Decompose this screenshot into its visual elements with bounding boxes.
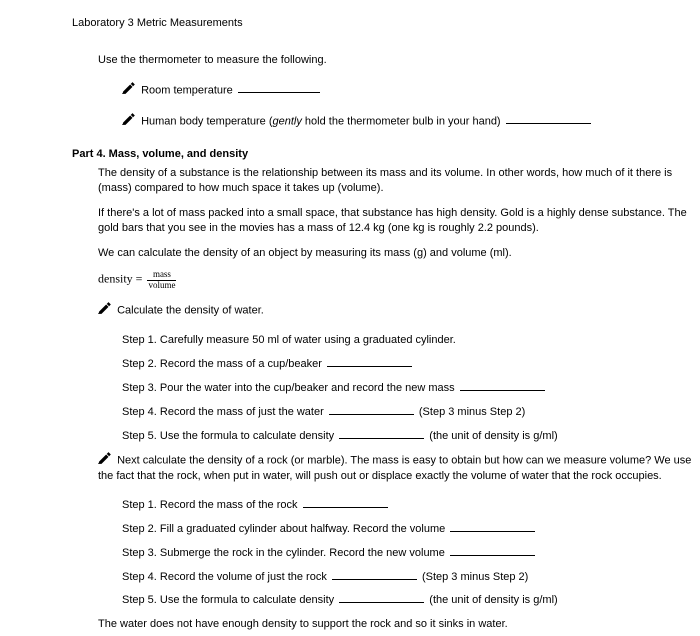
water-step-1: Step 1. Carefully measure 50 ml of water…: [122, 333, 700, 348]
rock-step-4: Step 4. Record the volume of just the ro…: [122, 570, 700, 585]
blank-line: [332, 570, 417, 580]
step-text-post: (Step 3 minus Step 2): [422, 571, 528, 583]
blank-line: [329, 405, 414, 415]
blank-line: [238, 83, 320, 93]
step-text-pre: Step 5. Use the formula to calculate den…: [122, 430, 334, 442]
step-text-pre: Step 5. Use the formula to calculate den…: [122, 594, 334, 606]
step-text-pre: Step 4. Record the volume of just the ro…: [122, 571, 327, 583]
part4-para1: The density of a substance is the relati…: [98, 166, 700, 196]
lab-header: Laboratory 3 Metric Measurements: [72, 16, 700, 31]
step-text-post: (Step 3 minus Step 2): [419, 406, 525, 418]
blank-line: [339, 593, 424, 603]
pen-icon: [122, 82, 136, 99]
blank-line: [339, 429, 424, 439]
body-temp-italic: gently: [273, 115, 302, 127]
step-text: Step 2. Record the mass of a cup/beaker: [122, 358, 322, 370]
blank-line: [450, 546, 535, 556]
rock-step-2: Step 2. Fill a graduated cylinder about …: [122, 522, 700, 537]
body-temp-label-post: hold the thermometer bulb in your hand): [302, 115, 501, 127]
step-text: Step 1. Record the mass of the rock: [122, 499, 297, 511]
rock-step-5: Step 5. Use the formula to calculate den…: [122, 593, 700, 608]
step-text-pre: Step 4. Record the mass of just the wate…: [122, 406, 324, 418]
water-step-3: Step 3. Pour the water into the cup/beak…: [122, 381, 700, 396]
bullet-room-temp: Room temperature: [122, 82, 700, 99]
formula-denominator: volume: [147, 281, 176, 290]
step-text-post: (the unit of density is g/ml): [429, 430, 557, 442]
bullet-calc-water: Calculate the density of water.: [98, 302, 700, 319]
rock-intro-text: Next calculate the density of a rock (or…: [98, 455, 691, 483]
body-temp-label-pre: Human body temperature (: [141, 115, 272, 127]
water-step-2: Step 2. Record the mass of a cup/beaker: [122, 357, 700, 372]
blank-line: [506, 114, 591, 124]
formula-lhs: density =: [98, 272, 142, 286]
calc-water-label: Calculate the density of water.: [117, 305, 264, 317]
step-text-post: (the unit of density is g/ml): [429, 594, 557, 606]
room-temp-label: Room temperature: [141, 84, 233, 96]
pen-icon: [98, 302, 112, 319]
part4-para2: If there's a lot of mass packed into a s…: [98, 206, 700, 236]
density-formula: density = mass volume: [98, 270, 700, 290]
formula-fraction: mass volume: [147, 270, 176, 290]
part4-para3: We can calculate the density of an objec…: [98, 246, 700, 261]
blank-line: [303, 498, 388, 508]
pen-icon: [122, 113, 136, 130]
blank-line: [327, 357, 412, 367]
step-text: Step 2. Fill a graduated cylinder about …: [122, 523, 445, 535]
step-text: Step 3. Pour the water into the cup/beak…: [122, 382, 455, 394]
bullet-body-temp: Human body temperature (gently hold the …: [122, 113, 700, 130]
rock-step-1: Step 1. Record the mass of the rock: [122, 498, 700, 513]
closing-sentence: The water does not have enough density t…: [98, 617, 700, 632]
rock-step-3: Step 3. Submerge the rock in the cylinde…: [122, 546, 700, 561]
pen-icon: [98, 452, 112, 469]
water-step-5: Step 5. Use the formula to calculate den…: [122, 429, 700, 444]
part4-heading: Part 4. Mass, volume, and density: [72, 147, 700, 162]
blank-line: [460, 381, 545, 391]
water-step-4: Step 4. Record the mass of just the wate…: [122, 405, 700, 420]
bullet-calc-rock: Next calculate the density of a rock (or…: [98, 452, 700, 484]
blank-line: [450, 522, 535, 532]
step-text: Step 3. Submerge the rock in the cylinde…: [122, 547, 445, 559]
thermometer-instruction: Use the thermometer to measure the follo…: [98, 53, 700, 68]
